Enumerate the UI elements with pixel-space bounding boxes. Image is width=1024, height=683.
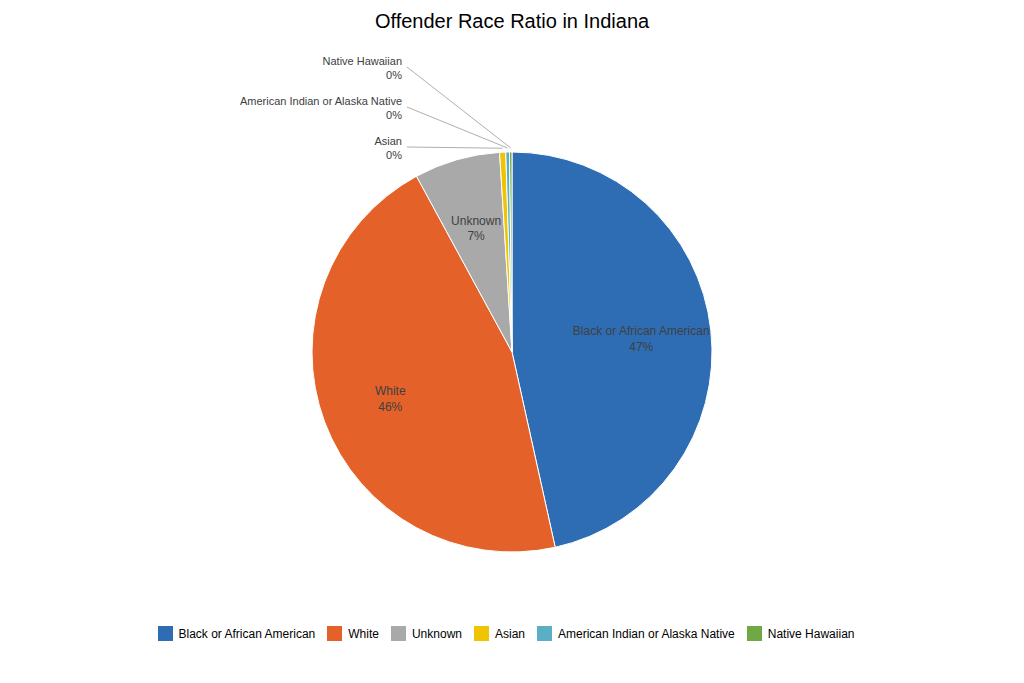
svg-text:Native Hawaiian0%: Native Hawaiian0% — [323, 55, 403, 81]
svg-text:Black or African American47%: Black or African American47% — [573, 324, 710, 354]
html-text:White: White — [348, 626, 379, 641]
svg-text:American Indian or Alaska Nati: American Indian or Alaska Native0% — [240, 95, 402, 121]
html-text:American Indian or Alaska Nati: American Indian or Alaska Native — [558, 626, 735, 641]
html-text:Unknown: Unknown — [411, 626, 462, 641]
html-text:Native Hawaiian: Native Hawaiian — [767, 626, 855, 641]
html-text:Asian: Asian — [495, 626, 525, 641]
svg-text:Asian0%: Asian0% — [374, 135, 402, 161]
html-text:Black or African American: Black or African American — [178, 626, 316, 641]
html-text:Offender Race Ratio in Indiana: Offender Race Ratio in Indiana — [374, 10, 650, 32]
svg-text:White46%: White46% — [375, 384, 406, 414]
svg-text:Unknown7%: Unknown7% — [451, 214, 501, 244]
